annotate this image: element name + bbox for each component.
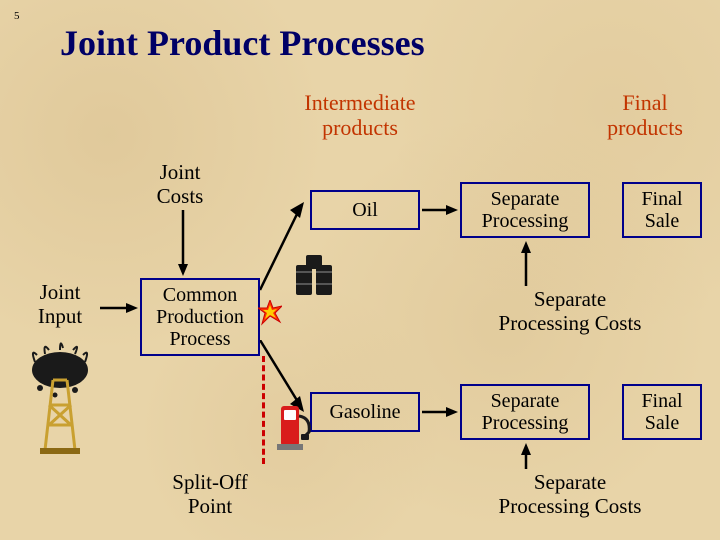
gasoline-to-sep-arrow <box>422 404 460 420</box>
split-off-line <box>262 356 265 464</box>
oil-box: Oil <box>310 190 420 230</box>
slide-title: Joint Product Processes <box>60 22 425 64</box>
intermediate-header: Intermediateproducts <box>280 90 440 141</box>
explosion-icon <box>258 300 282 328</box>
background <box>0 0 720 540</box>
sep-costs-2-label: SeparateProcessing Costs <box>445 470 695 518</box>
oil-derrick-icon <box>25 340 95 460</box>
sep1-costs-arrow <box>518 241 534 286</box>
sep-proc-2-box: SeparateProcessing <box>460 384 590 440</box>
split-off-label: Split-OffPoint <box>150 470 270 518</box>
page-number: 5 <box>14 10 20 22</box>
joint-input-arrow <box>100 300 140 316</box>
sep-costs-1-label: SeparateProcessing Costs <box>445 287 695 335</box>
final-header: Finalproducts <box>580 90 710 141</box>
gasoline-box: Gasoline <box>310 392 420 432</box>
gas-pump-icon <box>275 396 313 454</box>
sep2-costs-arrow <box>518 443 534 469</box>
common-production-box: CommonProductionProcess <box>140 278 260 356</box>
sep-proc-1-box: SeparateProcessing <box>460 182 590 238</box>
oil-to-sep-arrow <box>422 202 460 218</box>
joint-costs-arrow <box>175 210 191 276</box>
final-sale-1-box: FinalSale <box>622 182 702 238</box>
barrels-icon <box>292 255 342 303</box>
joint-input-label: JointInput <box>20 280 100 328</box>
joint-costs-label: JointCosts <box>130 160 230 208</box>
final-sale-2-box: FinalSale <box>622 384 702 440</box>
